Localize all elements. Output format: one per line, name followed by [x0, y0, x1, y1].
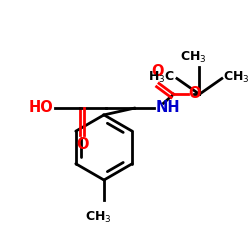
Text: H$_3$C: H$_3$C — [148, 70, 175, 85]
Text: O: O — [188, 86, 201, 101]
Text: HO: HO — [29, 100, 54, 115]
Text: CH$_3$: CH$_3$ — [223, 70, 250, 85]
Text: O: O — [152, 64, 164, 80]
Text: NH: NH — [156, 100, 180, 115]
Text: CH$_3$: CH$_3$ — [85, 210, 112, 226]
Text: CH$_3$: CH$_3$ — [180, 50, 207, 66]
Text: O: O — [76, 137, 89, 152]
